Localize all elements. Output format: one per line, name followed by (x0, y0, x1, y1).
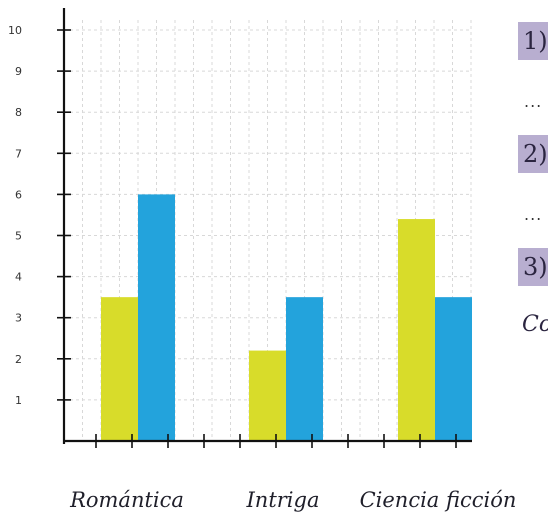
x-category-label: Ciencia ficción (360, 488, 517, 512)
y-tick-label: 7 (15, 147, 22, 160)
x-category-label: Intriga (246, 488, 320, 512)
bar (101, 297, 138, 441)
question-3-label: 3) (518, 248, 548, 286)
answer-2-dots: ... (524, 205, 543, 224)
y-tick-label: 8 (15, 106, 22, 119)
y-tick-label: 6 (15, 188, 22, 201)
y-tick-label: 9 (15, 65, 22, 78)
y-tick-label: 10 (8, 24, 22, 37)
bars (101, 194, 472, 441)
answer-1-dots: ... (524, 92, 543, 111)
y-tick-label: 2 (15, 353, 22, 366)
axes (57, 8, 472, 448)
bar (435, 297, 472, 441)
bar (138, 194, 175, 441)
bar (286, 297, 323, 441)
x-category-label: Romántica (69, 488, 184, 512)
bar (398, 219, 435, 441)
y-tick-label: 1 (15, 394, 22, 407)
y-tick-label: 5 (15, 230, 22, 243)
question-2-label: 2) (518, 135, 548, 173)
question-3-text: Co (522, 312, 548, 337)
y-tick-label: 4 (15, 271, 22, 284)
tick-labels: 1 2 3 4 5 6 7 8 9 10 Romántica Intriga Ciencia ficci… (8, 24, 516, 512)
y-tick-label: 3 (15, 312, 22, 325)
question-1-label: 1) (518, 22, 548, 60)
bar (249, 350, 286, 441)
